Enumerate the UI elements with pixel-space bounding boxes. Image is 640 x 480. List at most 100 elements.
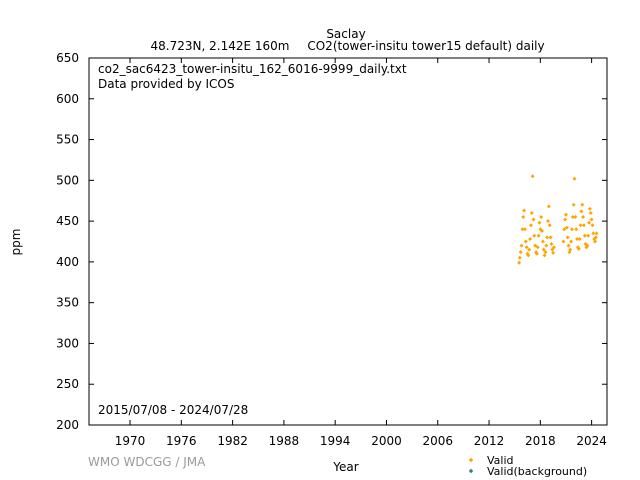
data-point-valid: [522, 227, 527, 232]
y-tick-label: 200: [56, 418, 79, 432]
x-tick-label: 1976: [166, 434, 197, 448]
data-point-valid: [532, 233, 537, 238]
data-point-valid: [551, 250, 556, 255]
data-point-valid: [544, 243, 549, 248]
data-point-valid: [549, 241, 554, 246]
data-point-valid: [517, 255, 522, 260]
data-point-valid: [533, 243, 538, 248]
data-point-valid: [573, 215, 578, 220]
data-point-valid: [571, 202, 576, 207]
data-point-valid: [530, 174, 535, 179]
y-tick-label: 650: [56, 51, 79, 65]
data-point-valid: [519, 243, 524, 248]
data-point-valid: [524, 245, 529, 250]
y-tick-label: 550: [56, 133, 79, 147]
data-point-valid: [578, 223, 583, 228]
y-tick-label: 250: [56, 377, 79, 391]
legend-valid-marker: [468, 457, 474, 463]
file-label: co2_sac6423_tower-insitu_162_6016-9999_d…: [98, 62, 407, 76]
data-point-valid: [539, 215, 544, 220]
data-point-valid: [528, 223, 533, 228]
data-point-valid: [564, 225, 569, 230]
data-point-valid: [526, 253, 531, 258]
data-point-valid: [537, 220, 542, 225]
data-point-valid: [593, 239, 598, 244]
x-tick-label: 2012: [474, 434, 505, 448]
data-point-valid: [570, 215, 575, 220]
data-point-valid: [535, 245, 540, 250]
legend-background-marker: [468, 468, 474, 474]
data-point-valid: [563, 212, 568, 217]
watermark: WMO WDCGG / JMA: [88, 455, 206, 469]
data-point-valid: [546, 219, 551, 224]
station-title: Saclay: [326, 27, 365, 41]
data-point-valid: [565, 235, 570, 240]
y-tick-label: 450: [56, 214, 79, 228]
data-point-valid: [545, 235, 550, 240]
data-point-valid: [527, 247, 532, 252]
data-point-valid: [522, 208, 527, 213]
series-description: CO2(tower-insitu tower15 default) daily: [307, 39, 544, 53]
data-point-valid: [540, 239, 545, 244]
data-point-valid: [540, 228, 545, 233]
data-point-valid: [562, 227, 567, 232]
data-point-valid: [588, 210, 593, 215]
plot-frame: [88, 57, 608, 426]
data-point-valid: [587, 220, 592, 225]
data-point-valid: [542, 253, 547, 258]
data-point-valid: [590, 223, 595, 228]
data-point-valid: [531, 217, 536, 222]
y-tick-label: 500: [56, 173, 79, 187]
x-tick-label: 1988: [269, 434, 300, 448]
data-point-valid: [566, 243, 571, 248]
data-point-valid: [581, 223, 586, 228]
data-point-valid: [587, 206, 592, 211]
data-point-valid: [568, 247, 573, 252]
data-point-valid: [517, 260, 522, 265]
legend-background-label: Valid(background): [487, 465, 587, 478]
data-point-valid: [518, 250, 523, 255]
data-point-valid: [521, 215, 526, 220]
provider-label: Data provided by ICOS: [98, 77, 234, 91]
data-point-valid: [548, 235, 553, 240]
station-location: 48.723N, 2.142E 160m: [151, 39, 290, 53]
data-point-valid: [586, 233, 591, 238]
y-tick-label: 400: [56, 255, 79, 269]
data-point-valid: [580, 202, 585, 207]
data-point-valid: [581, 215, 586, 220]
axes: 200 250 300 350 400 450 500 550 600 650 1970 1976 19…: [56, 51, 607, 448]
date-range-label: 2015/07/08 - 2024/07/28: [98, 403, 248, 417]
x-tick-label: 2018: [525, 434, 556, 448]
data-point-valid: [528, 237, 533, 242]
data-point-valid: [575, 237, 580, 242]
data-point-valid: [550, 247, 555, 252]
data-point-valid: [552, 245, 557, 250]
legend: Valid Valid(background): [468, 454, 587, 478]
data-points: [517, 174, 599, 265]
x-tick-label: 2000: [371, 434, 402, 448]
data-point-valid: [585, 243, 590, 248]
data-point-valid: [534, 251, 539, 256]
data-point-valid: [572, 176, 577, 181]
data-point-valid: [589, 217, 594, 222]
data-point-valid: [582, 233, 587, 238]
data-point-valid: [579, 209, 584, 214]
data-point-valid: [563, 217, 568, 222]
data-point-valid: [577, 237, 582, 242]
legend-valid-label: Valid: [487, 454, 514, 467]
data-point-valid: [543, 250, 548, 255]
data-point-valid: [569, 239, 574, 244]
y-tick-label: 600: [56, 92, 79, 106]
data-point-valid: [547, 223, 552, 228]
data-point-valid: [574, 227, 579, 232]
x-tick-label: 1994: [320, 434, 351, 448]
y-tick-label: 350: [56, 296, 79, 310]
data-point-valid: [536, 233, 541, 238]
data-point-valid: [561, 239, 566, 244]
data-point-valid: [546, 204, 551, 209]
x-axis-title: Year: [332, 460, 358, 474]
x-tick-label: 1970: [115, 434, 146, 448]
data-point-valid: [569, 227, 574, 232]
x-tick-label: 1982: [217, 434, 248, 448]
